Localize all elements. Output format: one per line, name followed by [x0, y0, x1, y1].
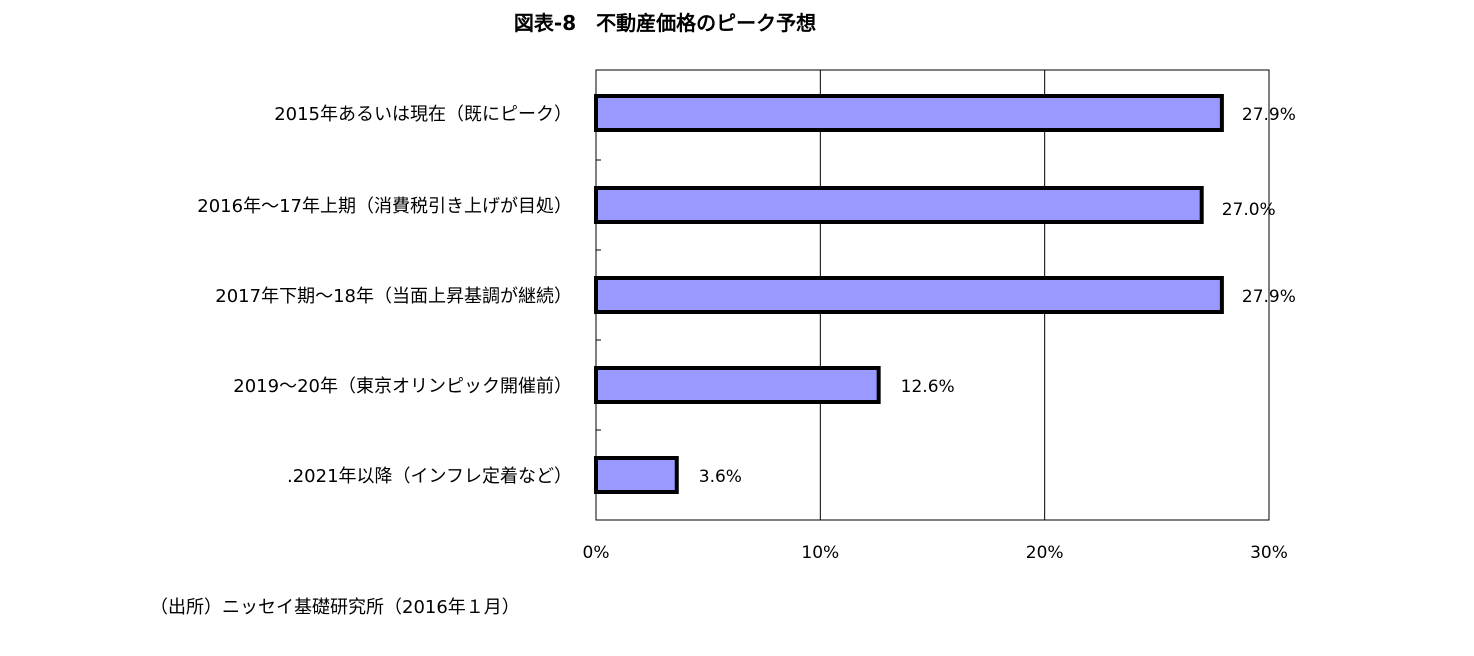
bar — [594, 94, 1224, 132]
data-label: 27.9% — [1242, 105, 1296, 125]
chart-title: 図表-8 不動産価格のピーク予想 — [514, 11, 816, 35]
bar — [594, 276, 1224, 314]
category-label: 2016年～17年上期（消費税引き上げが目処） — [197, 196, 572, 217]
data-label: 27.9% — [1242, 287, 1296, 307]
x-tick-label: 10% — [801, 543, 839, 563]
category-label: 2015年あるいは現在（既にピーク） — [274, 104, 572, 125]
x-tick-label: 0% — [583, 543, 610, 563]
category-label: 2017年下期～18年（当面上昇基調が継続） — [215, 286, 572, 307]
category-label: .2021年以降（インフレ定着など） — [287, 466, 572, 487]
bar — [594, 366, 881, 404]
bar — [594, 456, 679, 494]
data-label: 12.6% — [901, 377, 955, 397]
category-label: 2019～20年（東京オリンピック開催前） — [233, 376, 572, 397]
data-label: 27.0% — [1222, 200, 1276, 220]
data-label: 3.6% — [699, 467, 742, 487]
x-tick-label: 20% — [1026, 543, 1064, 563]
bar — [594, 186, 1204, 224]
x-tick-label: 30% — [1250, 543, 1288, 563]
source-note: （出所）ニッセイ基礎研究所（2016年１月） — [150, 597, 520, 618]
